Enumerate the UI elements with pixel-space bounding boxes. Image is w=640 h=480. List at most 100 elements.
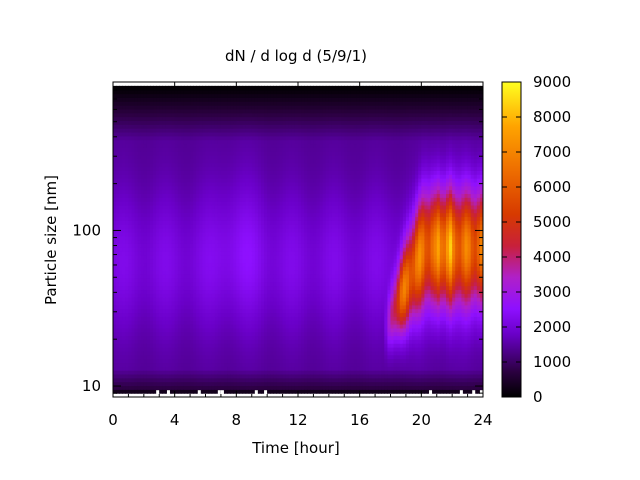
heatmap-cell <box>227 162 231 168</box>
heatmap-cell <box>301 362 305 367</box>
heatmap-cell <box>128 201 133 206</box>
heatmap-cell <box>251 316 256 321</box>
heatmap-cell <box>233 324 237 329</box>
heatmap-cell <box>116 162 120 168</box>
heatmap-cell <box>190 135 194 141</box>
heatmap-cell <box>140 162 145 168</box>
heatmap-cell <box>187 158 191 164</box>
heatmap-cell <box>294 155 299 160</box>
heatmap-cell <box>214 116 219 122</box>
heatmap-cell <box>270 128 274 133</box>
heatmap-cell <box>180 93 185 98</box>
heatmap-cell <box>146 370 151 375</box>
heatmap-cell <box>113 277 117 283</box>
heatmap-cell <box>236 128 241 133</box>
heatmap-cell <box>217 193 222 198</box>
heatmap-cell <box>251 350 256 356</box>
heatmap-cell <box>202 285 207 291</box>
heatmap-cell <box>187 324 191 329</box>
heatmap-cell <box>257 335 262 340</box>
heatmap-cell <box>282 293 287 298</box>
heatmap-cell <box>214 262 219 267</box>
heatmap-cell <box>239 143 244 148</box>
heatmap-cell <box>177 331 182 337</box>
heatmap-cell <box>174 254 179 260</box>
heatmap-cell <box>242 201 247 206</box>
heatmap-cell <box>131 293 136 298</box>
heatmap-cell <box>273 120 278 125</box>
heatmap-cell <box>122 178 126 183</box>
heatmap-cell <box>288 270 293 275</box>
heatmap-cell <box>122 327 126 333</box>
heatmap-cell <box>159 239 163 244</box>
heatmap-cell <box>217 151 222 156</box>
heatmap-cell <box>159 335 163 340</box>
heatmap-cell <box>279 366 284 371</box>
heatmap-cell <box>276 135 281 141</box>
heatmap-cell <box>183 89 188 95</box>
heatmap-cell <box>196 251 200 256</box>
heatmap-cell <box>251 262 256 267</box>
heatmap-cell <box>174 105 179 110</box>
heatmap-cell <box>143 208 148 214</box>
heatmap-cell <box>150 320 154 325</box>
heatmap-cell <box>239 281 244 287</box>
heatmap-cell <box>113 377 117 383</box>
heatmap-cell <box>137 170 142 175</box>
heatmap-cell <box>288 308 293 314</box>
heatmap-cell <box>291 266 296 271</box>
heatmap-cell <box>285 193 290 198</box>
heatmap-cell <box>301 128 305 133</box>
heatmap-cell <box>217 335 222 340</box>
heatmap-cell <box>193 335 197 340</box>
heatmap-cell <box>233 193 237 198</box>
heatmap-cell <box>270 204 274 210</box>
heatmap-cell <box>183 262 188 267</box>
heatmap-cell <box>205 120 210 125</box>
heatmap-cell <box>208 381 213 387</box>
heatmap-cell <box>196 339 200 344</box>
heatmap-cell <box>165 193 170 198</box>
heatmap-cell <box>304 335 308 340</box>
heatmap-cell <box>217 258 222 264</box>
heatmap-cell <box>150 350 154 356</box>
heatmap-cell <box>137 308 142 314</box>
heatmap-cell <box>273 377 278 383</box>
heatmap-cell <box>162 224 167 229</box>
heatmap-cell <box>140 212 145 218</box>
heatmap-cell <box>140 97 145 102</box>
heatmap-cell <box>143 254 148 260</box>
heatmap-cell <box>288 381 293 387</box>
heatmap-cell <box>202 216 207 221</box>
heatmap-cell <box>165 289 170 294</box>
heatmap-cell <box>180 316 185 321</box>
heatmap-cell <box>230 308 234 314</box>
heatmap-cell <box>119 197 123 202</box>
heatmap-cell <box>199 308 204 314</box>
heatmap-cell <box>214 270 219 275</box>
heatmap-cell <box>233 204 237 210</box>
heatmap-cell <box>208 185 213 191</box>
heatmap-cell <box>220 262 225 267</box>
heatmap-cell <box>140 239 145 244</box>
heatmap-cell <box>193 381 197 387</box>
heatmap-cell <box>273 389 278 394</box>
heatmap-cell <box>211 281 216 287</box>
heatmap-cell <box>162 185 167 191</box>
heatmap-cell <box>257 247 262 252</box>
heatmap-cell <box>242 178 247 183</box>
heatmap-cell <box>291 258 296 264</box>
heatmap-cell <box>261 258 265 264</box>
heatmap-cell <box>273 224 278 229</box>
heatmap-cell <box>159 97 163 102</box>
heatmap-cell <box>113 155 117 160</box>
heatmap-cell <box>116 101 120 106</box>
heatmap-cell <box>227 97 231 102</box>
heatmap-cell <box>162 124 167 129</box>
heatmap-cell <box>245 185 250 191</box>
heatmap-cell <box>236 350 241 356</box>
heatmap-cell <box>282 324 287 329</box>
heatmap-cell <box>294 105 299 110</box>
heatmap-cell <box>257 339 262 344</box>
heatmap-cell <box>159 281 163 287</box>
